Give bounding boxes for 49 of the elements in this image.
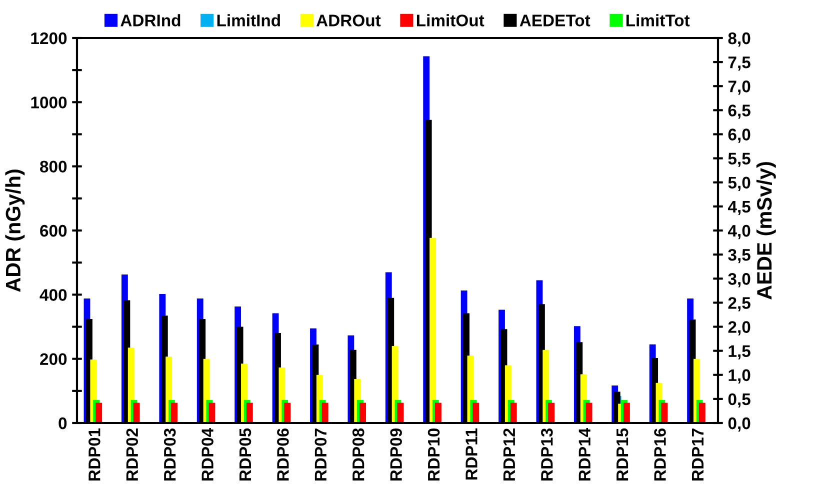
y2-tick-label: 6,5	[728, 104, 750, 119]
y2-tick-label: 1,0	[728, 369, 750, 384]
legend-label: ADRInd	[120, 14, 180, 26]
y2-tick-label: 3,0	[728, 273, 750, 288]
x-tick-label: RDP05	[239, 428, 252, 480]
y-axis-title: ADR (nGy/h)	[5, 170, 25, 292]
x-tick-label: RDP15	[616, 428, 628, 480]
y2-tick-label: 3,5	[728, 248, 750, 264]
y-tick-label: 1200	[31, 32, 67, 44]
x-tick-label: RDP03	[164, 428, 176, 480]
y-tick-label: 400	[40, 289, 67, 301]
y2-tick-label: 6,0	[728, 128, 750, 143]
y2-tick-label: 2,5	[728, 297, 750, 312]
y2-tick-label: 0,0	[728, 417, 750, 432]
x-tick-label: RDP13	[540, 428, 553, 480]
x-tick-label: RDP04	[202, 428, 214, 480]
y-tick-label: 600	[40, 224, 67, 237]
y-tick-label: 0	[58, 417, 67, 430]
x-tick-label: RDP17	[692, 428, 704, 480]
y2-tick-label: 8,0	[728, 32, 750, 47]
x-tick-label: RDP01	[88, 428, 100, 480]
y2-tick-label: 2,0	[728, 321, 750, 336]
y-tick-label: 1000	[31, 96, 67, 108]
x-tick-label: RDP09	[390, 428, 402, 480]
y-tick-label: 800	[40, 160, 67, 173]
x-tick-label: RDP16	[654, 428, 666, 480]
y2-tick-label: 1,5	[728, 345, 750, 360]
legend-label: ADROut	[316, 14, 381, 26]
x-tick-label: RDP10	[428, 428, 440, 480]
y-tick-label: 200	[40, 353, 67, 366]
y2-tick-label: 4,5	[728, 201, 750, 216]
y2-tick-label: 7,0	[728, 80, 750, 95]
legend-label: AEDETot	[520, 14, 590, 26]
y2-tick-label: 7,5	[728, 56, 750, 71]
y2-tick-label: 0,5	[728, 393, 750, 408]
x-tick-label: RDP11	[466, 428, 478, 480]
x-tick-label: RDP06	[277, 428, 289, 480]
legend-label: LimitTot	[626, 14, 690, 26]
x-tick-label: RDP07	[314, 428, 327, 480]
x-tick-label: RDP14	[578, 428, 590, 480]
y2-tick-label: 5,0	[728, 176, 750, 191]
x-tick-label: RDP02	[126, 428, 138, 480]
y2-axis-title: AEDE (mSv/y)	[756, 162, 776, 300]
legend-label: LimitInd	[217, 14, 280, 26]
y2-tick-label: 5,5	[728, 152, 750, 167]
x-tick-label: RDP12	[503, 428, 515, 480]
x-tick-label: RDP08	[352, 428, 364, 480]
legend-label: LimitOut	[416, 14, 484, 26]
y2-tick-label: 4,0	[728, 224, 750, 240]
